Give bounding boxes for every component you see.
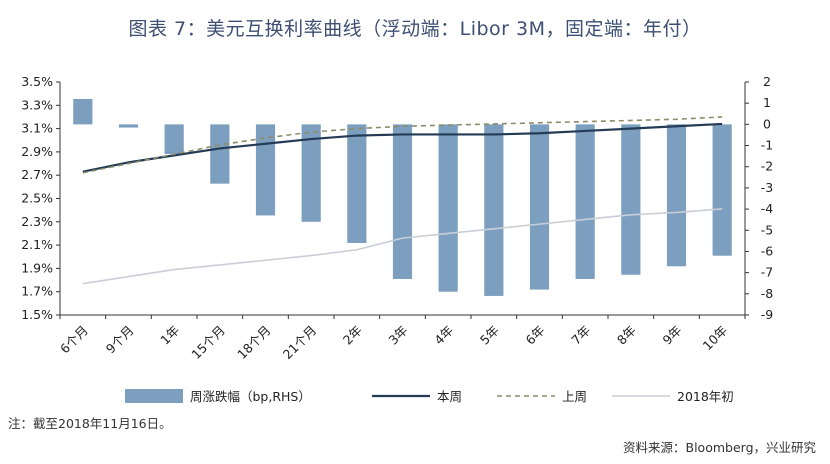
left-tick-label: 3.5% — [21, 74, 53, 89]
left-tick-label: 2.5% — [21, 191, 53, 206]
right-tick-label: -7 — [761, 265, 773, 280]
x-tick-label: 9年 — [660, 323, 685, 348]
right-tick-label: -3 — [761, 180, 773, 195]
chart-title: 图表 7：美元互换利率曲线（浮动端：Libor 3M，固定端：年付） — [128, 18, 702, 40]
left-tick-label: 1.9% — [21, 260, 53, 275]
bar-weekly-change — [347, 124, 367, 243]
legend-label-this-week: 本周 — [437, 389, 462, 404]
right-tick-label: -4 — [761, 201, 774, 216]
bar-weekly-change — [301, 124, 321, 222]
bar-weekly-change — [255, 124, 276, 216]
bar-weekly-change — [118, 124, 139, 128]
x-tick-label: 3年 — [386, 323, 411, 348]
x-tick-label: 18个月 — [234, 323, 274, 363]
right-tick-label: -2 — [761, 159, 773, 174]
left-tick-label: 3.3% — [21, 97, 53, 112]
left-tick-label: 1.7% — [21, 284, 53, 299]
x-tick-label: 1年 — [157, 323, 182, 348]
footnote: 注：截至2018年11月16日。 — [8, 416, 172, 431]
x-tick-label: 9个月 — [103, 323, 137, 357]
x-tick-label: 6年 — [523, 323, 548, 348]
legend-label-year-start: 2018年初 — [677, 389, 734, 404]
left-tick-label: 2.3% — [21, 214, 53, 229]
bar-series — [73, 98, 732, 296]
legend-label-bar: 周涨跌幅（bp,RHS） — [190, 389, 311, 404]
x-tick-label: 7年 — [568, 323, 593, 348]
line-year-start — [82, 208, 723, 285]
left-tick-label: 2.1% — [21, 237, 53, 252]
legend-swatch-bar — [125, 389, 183, 403]
bar-weekly-change — [73, 98, 93, 125]
left-tick-label: 2.7% — [21, 167, 53, 182]
x-tick-label: 8年 — [614, 323, 639, 348]
right-tick-label: 2 — [763, 74, 771, 89]
x-tick-label: 5年 — [477, 323, 502, 348]
right-tick-label: -8 — [761, 286, 774, 301]
source-note: 资料来源：Bloomberg，兴业研究 — [623, 440, 816, 455]
x-tick-label: 10年 — [700, 323, 731, 354]
right-tick-label: 0 — [763, 116, 771, 131]
x-tick-label: 6个月 — [57, 323, 91, 357]
line-this-week — [82, 122, 723, 173]
x-tick-label: 2年 — [340, 323, 365, 348]
bar-weekly-change — [529, 124, 550, 290]
left-tick-label: 3.1% — [21, 121, 53, 136]
bar-weekly-change — [712, 124, 732, 256]
x-tick-label: 15个月 — [188, 323, 228, 363]
right-tick-label: -9 — [761, 307, 774, 322]
bar-weekly-change — [621, 124, 641, 275]
line-last-week — [82, 116, 723, 174]
bar-weekly-change — [484, 124, 504, 296]
bar-weekly-change — [575, 124, 595, 279]
right-tick-label: 1 — [763, 95, 771, 110]
x-tick-label: 21个月 — [280, 323, 320, 363]
right-tick-label: -6 — [761, 243, 774, 258]
right-tick-label: -5 — [761, 222, 773, 237]
left-tick-label: 2.9% — [21, 144, 53, 159]
legend-label-last-week: 上周 — [562, 389, 587, 404]
line-series — [82, 116, 723, 285]
bar-weekly-change — [438, 124, 458, 292]
legend: 周涨跌幅（bp,RHS） 本周 上周 2018年初 — [125, 389, 734, 404]
x-tick-label: 4年 — [431, 323, 456, 348]
bar-weekly-change — [164, 124, 184, 155]
right-tick-label: -1 — [761, 138, 773, 153]
left-tick-label: 1.5% — [21, 307, 53, 322]
bar-weekly-change — [210, 124, 230, 184]
bar-weekly-change — [666, 124, 687, 267]
bar-weekly-change — [392, 124, 413, 279]
